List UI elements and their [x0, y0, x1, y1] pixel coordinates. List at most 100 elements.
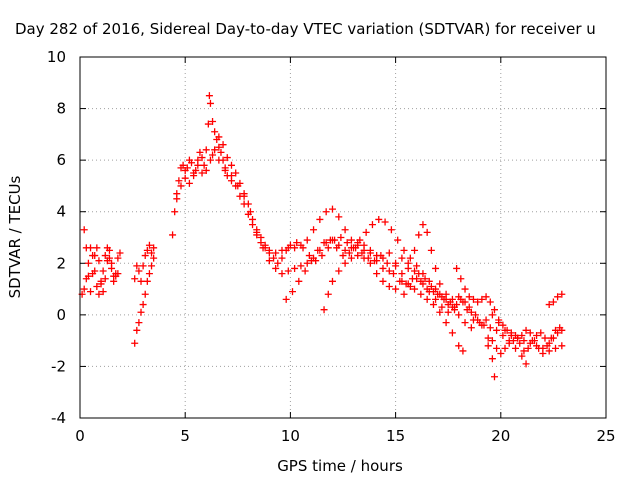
data-point: [215, 156, 223, 164]
data-point: [377, 252, 385, 260]
data-point: [335, 213, 343, 221]
data-point: [387, 226, 395, 234]
data-point: [486, 324, 494, 332]
data-point: [227, 161, 235, 169]
data-point: [139, 301, 147, 309]
series-11: [453, 264, 566, 355]
data-point: [366, 246, 374, 254]
data-point: [320, 239, 328, 247]
data-point: [503, 326, 511, 334]
series-4: [131, 254, 158, 347]
data-point: [234, 182, 242, 190]
data-point: [345, 249, 353, 257]
data-point: [549, 298, 557, 306]
data-point: [509, 337, 517, 345]
x-tick-label: 25: [596, 427, 615, 445]
data-point: [379, 277, 387, 285]
data-point: [406, 282, 414, 290]
data-point: [318, 252, 326, 260]
data-point: [459, 347, 467, 355]
data-point: [360, 254, 368, 262]
data-point: [87, 288, 95, 296]
data-point: [402, 280, 410, 288]
data-point: [354, 252, 362, 260]
x-tick-label: 20: [491, 427, 510, 445]
data-point: [425, 288, 433, 296]
data-point: [469, 295, 477, 303]
data-point: [442, 319, 450, 327]
data-point: [141, 252, 149, 260]
data-point: [93, 244, 101, 252]
data-point: [209, 151, 217, 159]
data-point: [493, 326, 501, 334]
data-point: [135, 267, 143, 275]
data-point: [244, 200, 252, 208]
data-point: [512, 344, 520, 352]
data-point: [141, 290, 149, 298]
data-point: [211, 128, 219, 136]
data-point: [328, 205, 336, 213]
data-point: [488, 311, 496, 319]
data-point: [394, 236, 402, 244]
data-point: [429, 301, 437, 309]
data-point: [436, 280, 444, 288]
data-point: [347, 254, 355, 262]
data-point: [227, 172, 235, 180]
data-point: [205, 92, 213, 100]
data-point: [303, 259, 311, 267]
data-point: [108, 264, 116, 272]
data-point: [413, 275, 421, 283]
data-point: [310, 226, 318, 234]
data-point: [133, 326, 141, 334]
data-point: [286, 241, 294, 249]
series-3: [131, 241, 158, 285]
data-point: [198, 169, 206, 177]
data-point: [137, 277, 145, 285]
data-point: [335, 267, 343, 275]
data-point: [305, 252, 313, 260]
data-point: [114, 254, 122, 262]
data-point: [314, 246, 322, 254]
data-point: [514, 334, 522, 342]
data-point: [457, 275, 465, 283]
y-tick-label: 2: [56, 254, 66, 272]
data-point: [482, 293, 490, 301]
data-point: [537, 329, 545, 337]
series-13: [545, 290, 566, 309]
data-point: [476, 319, 484, 327]
data-point: [461, 319, 469, 327]
data-point: [194, 161, 202, 169]
data-point: [328, 277, 336, 285]
data-point: [545, 347, 553, 355]
data-point: [404, 264, 412, 272]
data-point: [453, 264, 461, 272]
data-point: [198, 154, 206, 162]
data-point: [434, 290, 442, 298]
data-point: [501, 344, 509, 352]
data-point: [545, 301, 553, 309]
data-point: [103, 244, 111, 252]
data-point: [145, 241, 153, 249]
data-point: [265, 249, 273, 257]
data-point: [282, 246, 290, 254]
x-axis-label: GPS time / hours: [277, 457, 403, 475]
data-point: [432, 295, 440, 303]
data-point: [131, 275, 139, 283]
data-point: [135, 319, 143, 327]
series-2: [80, 244, 122, 298]
data-point: [82, 275, 90, 283]
data-point: [499, 321, 507, 329]
data-point: [552, 344, 560, 352]
data-point: [539, 350, 547, 358]
data-point: [375, 215, 383, 223]
data-point: [507, 329, 515, 337]
data-point: [190, 172, 198, 180]
data-point: [137, 308, 145, 316]
data-point: [533, 331, 541, 339]
data-point: [211, 146, 219, 154]
data-point: [232, 169, 240, 177]
data-point: [297, 262, 305, 270]
data-point: [215, 133, 223, 141]
data-point: [484, 334, 492, 342]
data-point: [389, 270, 397, 278]
